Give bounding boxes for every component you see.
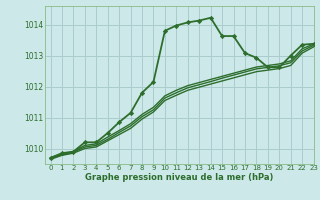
X-axis label: Graphe pression niveau de la mer (hPa): Graphe pression niveau de la mer (hPa)	[85, 173, 273, 182]
